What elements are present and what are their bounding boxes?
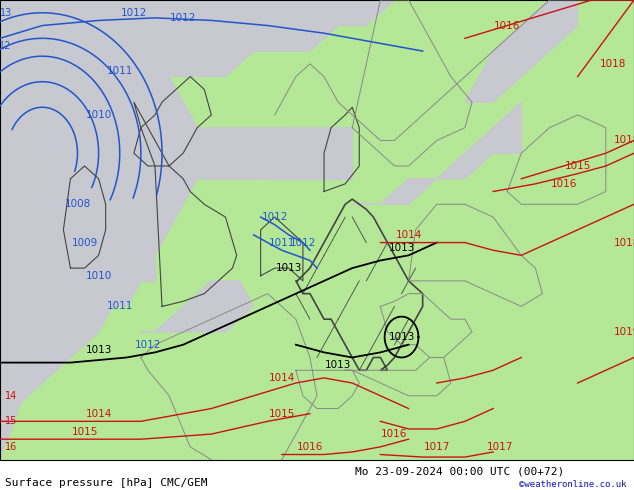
Text: 1018: 1018 xyxy=(600,59,626,69)
Text: 1009: 1009 xyxy=(72,238,98,247)
Text: 1015: 1015 xyxy=(269,409,295,418)
Text: 1016: 1016 xyxy=(550,179,577,189)
Text: 1017: 1017 xyxy=(424,442,450,452)
Polygon shape xyxy=(0,25,281,460)
Text: 1016: 1016 xyxy=(381,429,408,439)
Polygon shape xyxy=(353,102,521,204)
Text: 15: 15 xyxy=(5,416,18,426)
Text: 1015: 1015 xyxy=(564,161,591,171)
Text: 1012: 1012 xyxy=(120,8,147,18)
Text: 1015: 1015 xyxy=(72,426,98,437)
Text: 13: 13 xyxy=(0,8,12,18)
Text: 1012: 1012 xyxy=(135,340,161,350)
Text: 1011: 1011 xyxy=(269,238,295,247)
Text: Mo 23-09-2024 00:00 UTC (00+72): Mo 23-09-2024 00:00 UTC (00+72) xyxy=(355,466,564,476)
Text: 1013: 1013 xyxy=(389,332,415,342)
Text: 12: 12 xyxy=(0,41,12,51)
Text: 1019: 1019 xyxy=(614,327,634,337)
Polygon shape xyxy=(155,128,353,179)
Text: 1012: 1012 xyxy=(290,238,316,247)
Text: 16: 16 xyxy=(5,442,17,452)
Text: 1014: 1014 xyxy=(396,230,422,240)
Text: 1013: 1013 xyxy=(325,360,351,370)
Polygon shape xyxy=(141,281,254,332)
Polygon shape xyxy=(0,0,254,460)
Text: 1010: 1010 xyxy=(86,271,112,281)
Text: 1016: 1016 xyxy=(297,442,323,452)
Polygon shape xyxy=(127,204,155,281)
Polygon shape xyxy=(0,0,394,102)
Text: 1012: 1012 xyxy=(262,212,288,222)
Text: 1013: 1013 xyxy=(389,243,415,253)
Text: Surface pressure [hPa] CMC/GEM: Surface pressure [hPa] CMC/GEM xyxy=(5,478,207,488)
Text: 1013: 1013 xyxy=(276,263,302,273)
Text: 1012: 1012 xyxy=(170,13,197,23)
Text: 1014: 1014 xyxy=(86,409,112,418)
Text: ©weatheronline.co.uk: ©weatheronline.co.uk xyxy=(519,480,626,489)
Text: 1017: 1017 xyxy=(487,442,514,452)
Text: 1011: 1011 xyxy=(107,301,133,312)
Text: 1018: 1018 xyxy=(614,238,634,247)
Text: 1018: 1018 xyxy=(614,135,634,146)
Text: 1014: 1014 xyxy=(269,373,295,383)
Text: 1011: 1011 xyxy=(107,67,133,76)
Text: 1016: 1016 xyxy=(494,21,521,30)
Text: 1008: 1008 xyxy=(65,199,91,209)
Text: 14: 14 xyxy=(5,391,17,401)
Text: 1010: 1010 xyxy=(86,110,112,120)
Polygon shape xyxy=(240,128,353,179)
Polygon shape xyxy=(465,0,578,102)
Text: 1013: 1013 xyxy=(86,345,112,355)
